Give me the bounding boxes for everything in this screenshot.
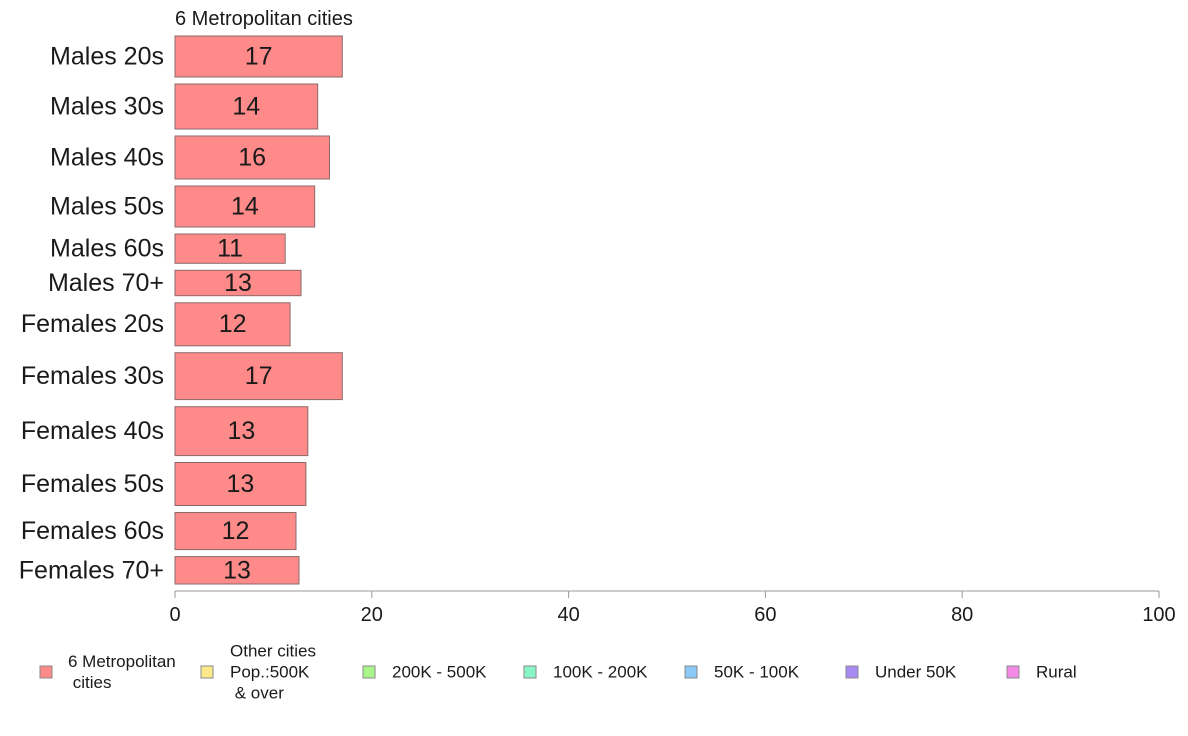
- legend-label: 50K - 100K: [714, 663, 800, 682]
- category-label: Males 50s: [50, 193, 164, 221]
- x-tick-label: 40: [557, 604, 579, 626]
- legend-item: 50K - 100K: [684, 663, 800, 682]
- category-label: Females 50s: [21, 470, 164, 498]
- legend-label: & over: [230, 684, 284, 703]
- bar: [174, 269, 302, 297]
- bars-layer: Males 20s 17 Males 30s 14 Males 40s 16 Males 5…: [19, 35, 343, 585]
- data-label: 11: [217, 235, 243, 263]
- category-label: Males 40s: [50, 144, 164, 172]
- legend-item: 200K - 500K: [362, 663, 487, 682]
- data-label: 14: [232, 93, 260, 121]
- category-label: Males 70+: [48, 269, 164, 297]
- data-label: 17: [245, 362, 273, 390]
- x-axis: 0 20 40 60 80 100: [169, 590, 1176, 626]
- category-label: Females 20s: [21, 310, 164, 338]
- category-label: Females 40s: [21, 417, 164, 445]
- bar: [174, 233, 286, 264]
- x-tick-label: 0: [169, 604, 180, 626]
- category-label: Females 30s: [21, 362, 164, 390]
- x-tick-label: 100: [1142, 604, 1175, 626]
- category-label: Males 30s: [50, 93, 164, 121]
- chart-title: 6 Metropolitan cities: [175, 8, 353, 30]
- data-label: 12: [219, 310, 247, 338]
- legend-label: Other cities: [230, 642, 316, 661]
- legend-swatch: [684, 665, 698, 679]
- bar: [174, 35, 343, 78]
- bar: [174, 302, 291, 347]
- legend-label: 6 Metropolitan: [68, 652, 176, 671]
- legend-item: 6 Metropolitan cities: [39, 652, 176, 692]
- legend-label: 200K - 500K: [392, 663, 487, 682]
- data-label: 13: [224, 269, 252, 297]
- legend-swatch: [523, 665, 537, 679]
- bar: [174, 352, 343, 401]
- data-label: 14: [231, 193, 259, 221]
- category-label: Females 60s: [21, 517, 164, 545]
- category-label: Females 70+: [19, 556, 164, 584]
- legend-label: 100K - 200K: [553, 663, 648, 682]
- bar: [174, 556, 300, 585]
- data-label: 16: [238, 144, 266, 172]
- legend-swatch: [845, 665, 859, 679]
- legend: 6 Metropolitan cities Other cities Pop.:50…: [39, 642, 1077, 703]
- category-label: Males 20s: [50, 43, 164, 71]
- x-tick-label: 20: [361, 604, 383, 626]
- data-label: 12: [222, 517, 250, 545]
- bar: [174, 185, 316, 228]
- x-tick-label: 60: [754, 604, 776, 626]
- x-tick-label: 80: [951, 604, 973, 626]
- legend-item: Other cities Pop.:500K & over: [200, 642, 316, 703]
- legend-item: Under 50K: [845, 663, 957, 682]
- bar: [174, 83, 319, 130]
- bar: [174, 462, 307, 506]
- data-label: 13: [226, 470, 254, 498]
- data-label: 13: [223, 556, 251, 584]
- legend-item: Rural: [1006, 663, 1077, 682]
- data-label: 17: [245, 43, 273, 71]
- legend-label: Under 50K: [875, 663, 957, 682]
- category-label: Males 60s: [50, 235, 164, 263]
- legend-label: Pop.:500K: [230, 663, 310, 682]
- legend-label: Rural: [1036, 663, 1077, 682]
- bar: [174, 512, 297, 551]
- legend-swatch: [200, 665, 214, 679]
- legend-item: 100K - 200K: [523, 663, 648, 682]
- bar: [174, 406, 309, 457]
- legend-swatch: [39, 665, 53, 679]
- data-label: 13: [227, 417, 255, 445]
- legend-label: cities: [68, 673, 111, 692]
- legend-swatch: [1006, 665, 1020, 679]
- legend-swatch: [362, 665, 376, 679]
- bar: [174, 135, 330, 180]
